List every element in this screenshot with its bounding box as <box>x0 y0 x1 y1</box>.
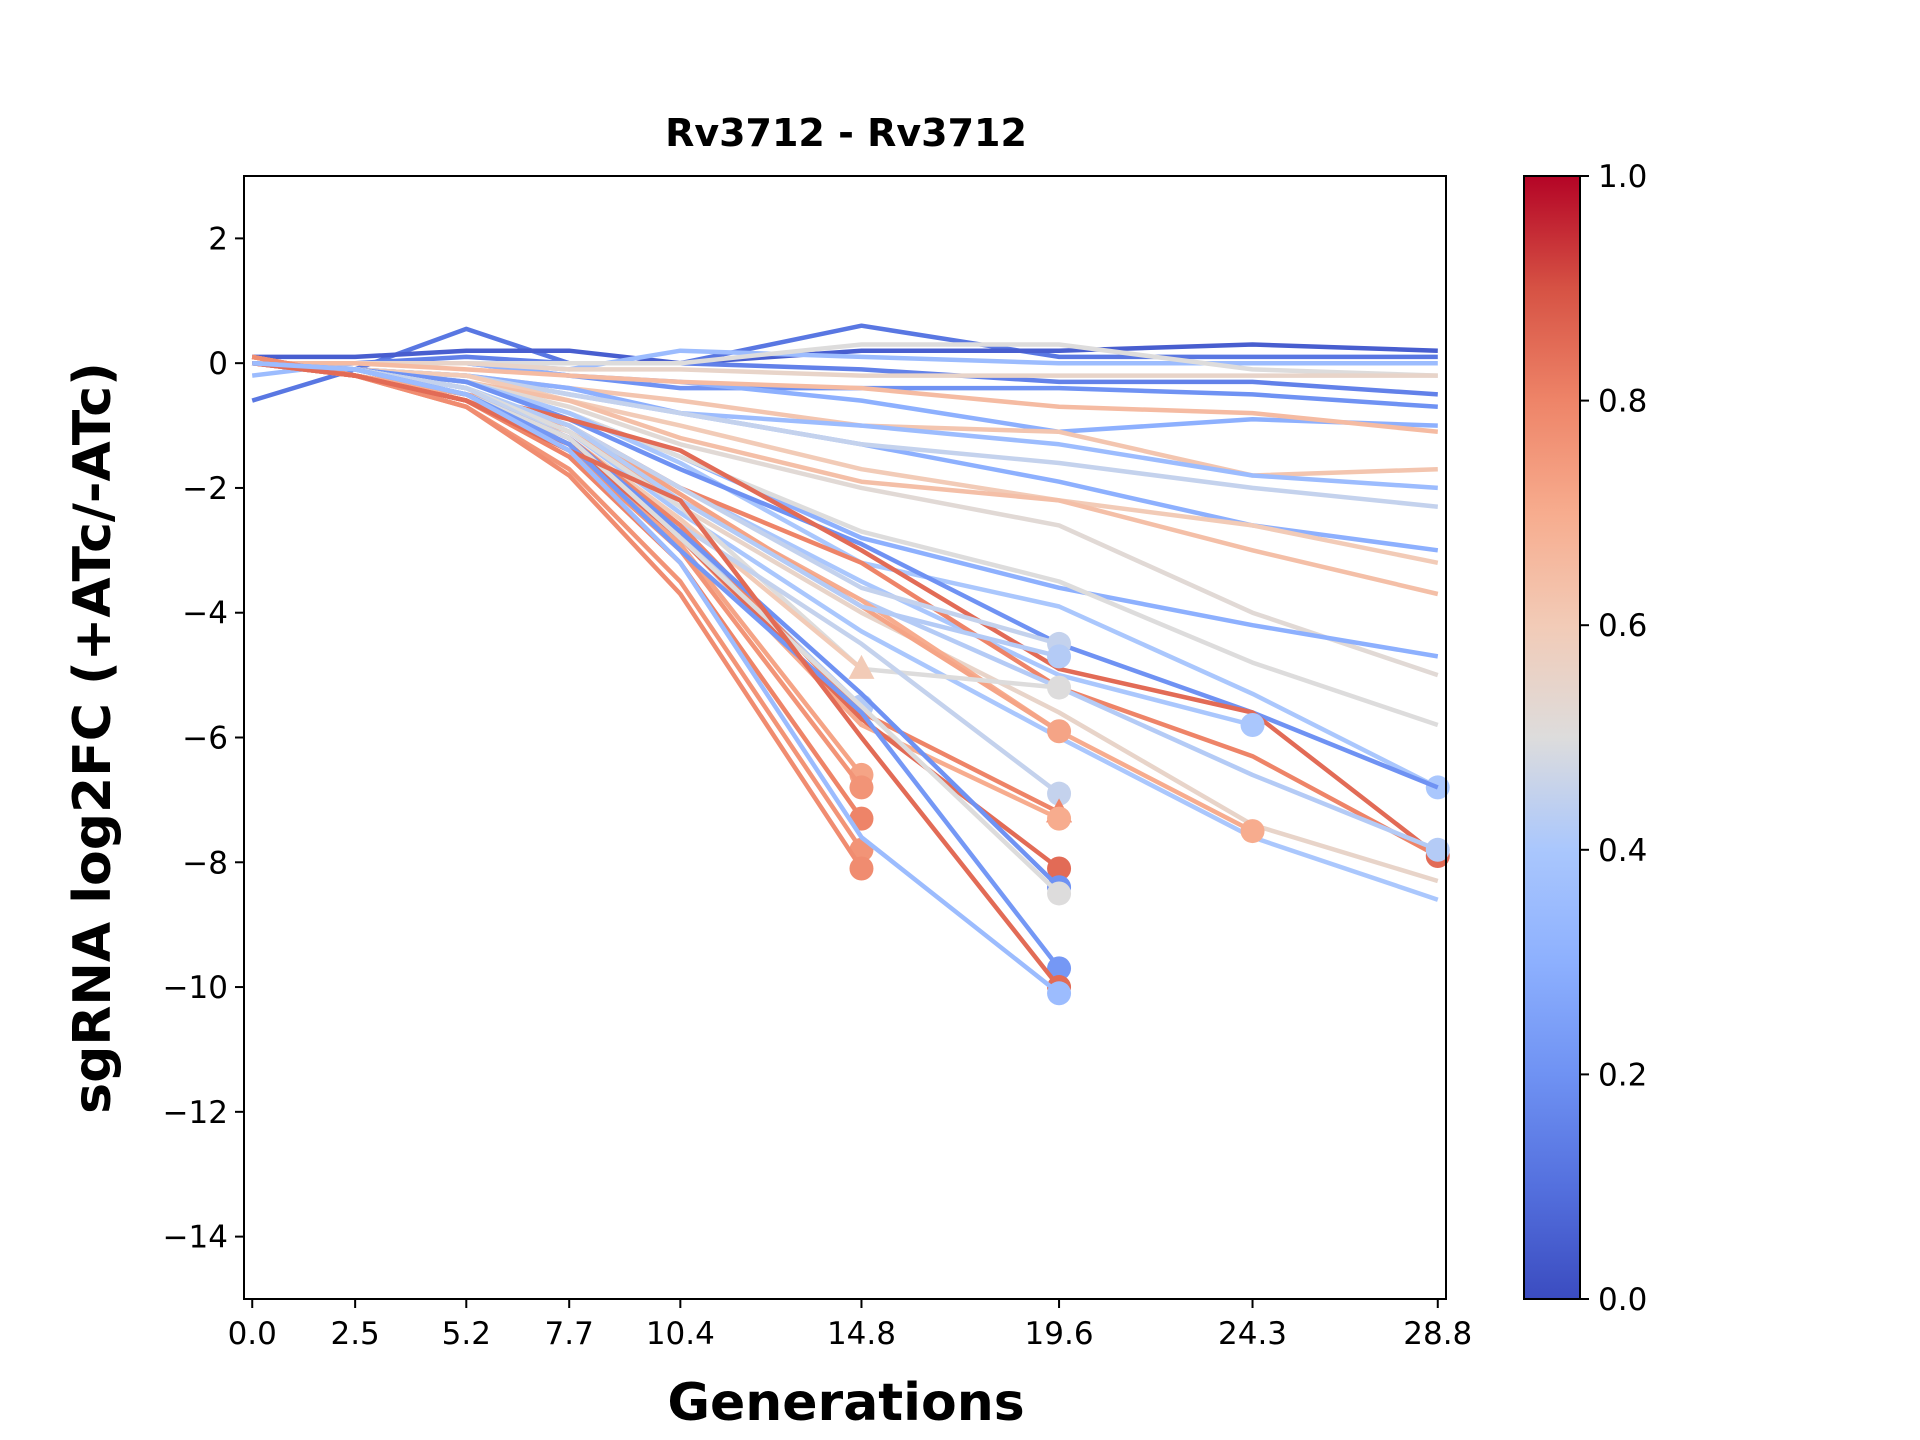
series-marker-27 <box>1047 719 1072 744</box>
y-tick-label: −10 <box>163 970 228 1006</box>
series-line-46 <box>252 360 1061 996</box>
x-tick-label: 7.7 <box>545 1316 594 1352</box>
x-tick-label: 19.6 <box>1025 1316 1094 1352</box>
series-marker-41 <box>1047 856 1072 881</box>
ticks-layer: 0.0 2.5 5.2 7.7 10.4 14.8 19.6 24.3 28.8 2 0 −2 −4 −6… <box>163 221 1473 1352</box>
y-axis-label: sgRNA log2FC (+ATc/-ATc) <box>63 362 123 1114</box>
y-tick-label: 2 <box>208 221 228 257</box>
chart-title: Rv3712 - Rv3712 <box>665 111 1027 155</box>
x-axis-label: Generations <box>667 1373 1024 1433</box>
y-tick-label: −6 <box>182 721 228 757</box>
series-marker-29 <box>1047 644 1072 669</box>
y-tick-label: −4 <box>182 596 228 632</box>
colorbar <box>1523 175 1581 1300</box>
series-line-22 <box>251 360 1439 858</box>
series-marker-34 <box>849 775 874 800</box>
colorbar-tick-label: 0.6 <box>1598 608 1647 644</box>
y-tick-label: −12 <box>163 1095 228 1131</box>
y-tick-label: −14 <box>163 1220 228 1256</box>
x-tick-label: 14.8 <box>827 1316 896 1352</box>
series-marker-43 <box>1047 881 1072 906</box>
series-marker-46 <box>1047 981 1072 1006</box>
series-line-16 <box>252 360 1439 659</box>
colorbar-ticks: 0.0 0.2 0.4 0.6 0.8 1.0 <box>1580 159 1647 1318</box>
x-tick-label: 2.5 <box>330 1316 379 1352</box>
series-marker-37 <box>849 856 874 881</box>
series-marker-40 <box>1047 806 1072 831</box>
series-layer <box>251 323 1450 1006</box>
x-tick-label: 0.0 <box>228 1316 277 1352</box>
colorbar-tick-label: 0.0 <box>1598 1282 1647 1318</box>
colorbar-tick-label: 0.4 <box>1598 833 1647 869</box>
series-marker-26 <box>1240 819 1265 844</box>
series-line-8 <box>252 360 1439 435</box>
series-marker-38 <box>1047 781 1072 806</box>
y-tick-label: −2 <box>182 471 228 507</box>
colorbar-tick-label: 0.2 <box>1598 1057 1647 1093</box>
series-line-20 <box>251 360 1440 858</box>
y-tick-label: 0 <box>208 346 228 382</box>
y-tick-label: −8 <box>182 845 228 881</box>
x-tick-label: 5.2 <box>442 1316 491 1352</box>
x-tick-label: 24.3 <box>1218 1316 1287 1352</box>
colorbar-tick-label: 1.0 <box>1598 159 1647 195</box>
x-tick-label: 10.4 <box>646 1316 715 1352</box>
x-tick-label: 28.8 <box>1403 1316 1472 1352</box>
series-marker-21 <box>1240 713 1265 738</box>
colorbar-tick-label: 0.8 <box>1598 384 1647 420</box>
series-marker-31 <box>848 654 875 679</box>
series-marker-30 <box>1047 675 1072 700</box>
series-line-23 <box>252 360 1439 852</box>
series-marker-44 <box>1047 956 1072 981</box>
series-marker-23 <box>1425 837 1450 862</box>
